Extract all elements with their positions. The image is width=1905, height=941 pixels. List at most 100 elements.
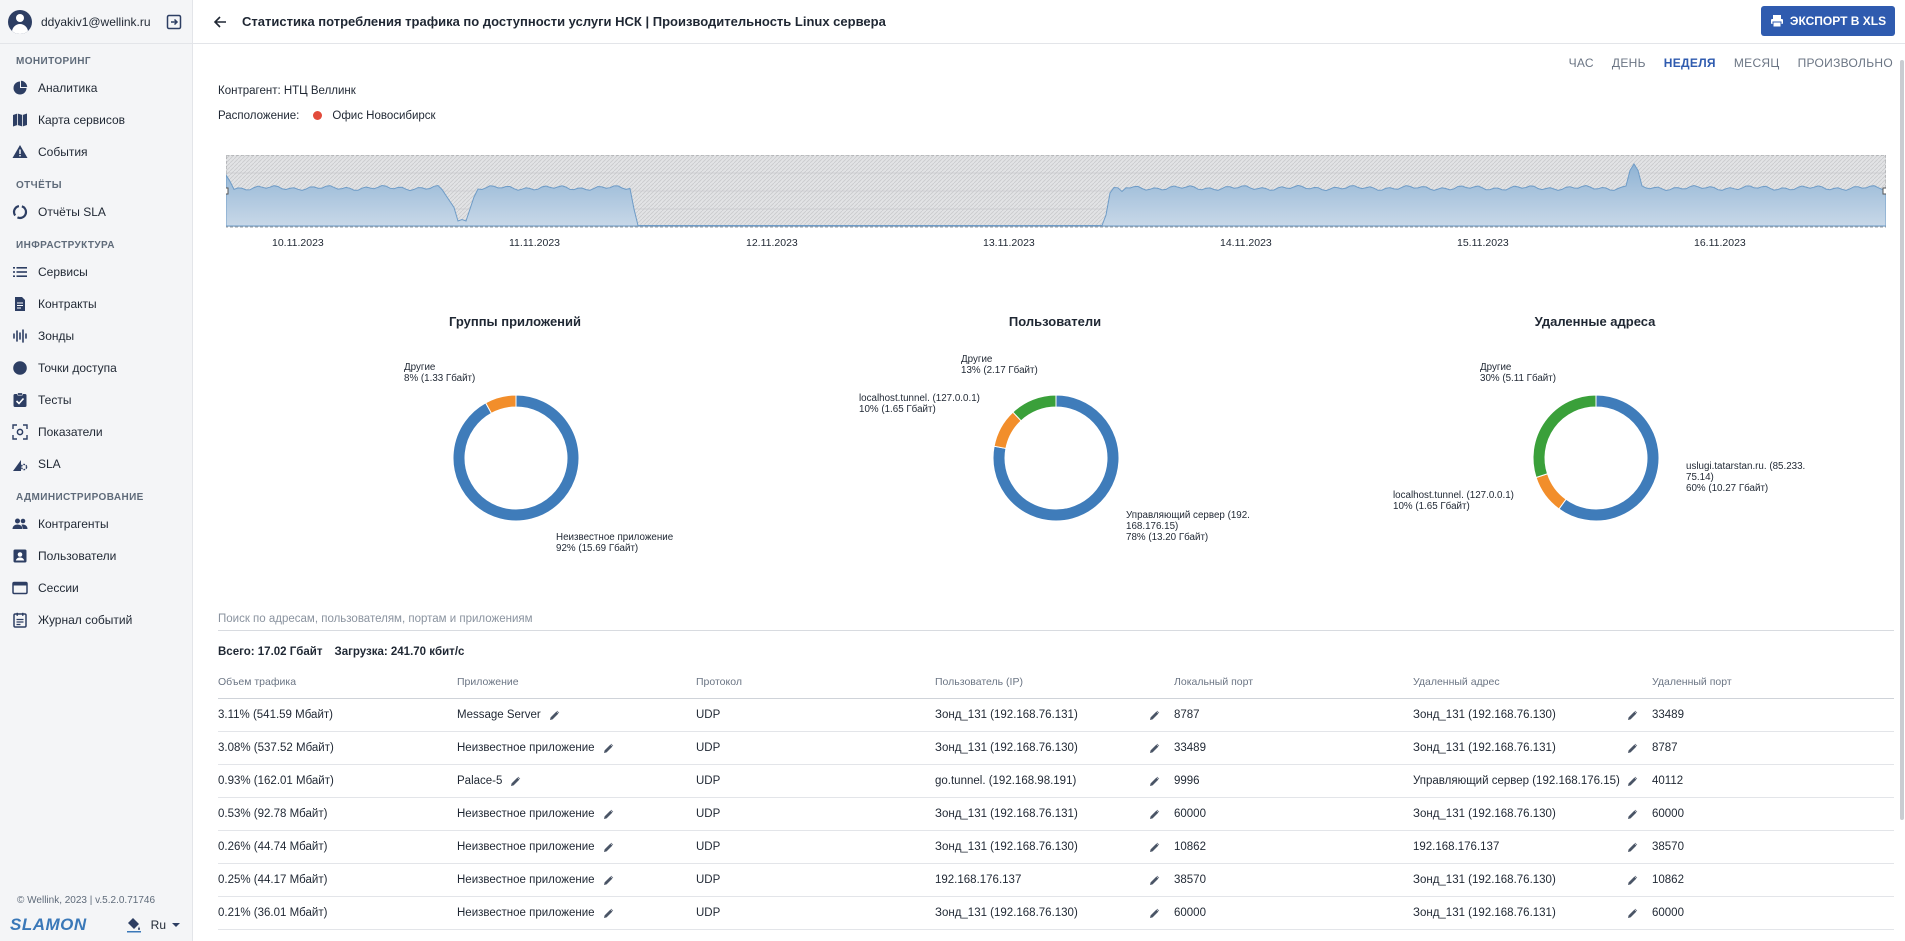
apps-donut-chart[interactable]: Неизвестное приложение 92% (15.69 Гбайт) …	[306, 348, 726, 568]
sidebar-item-people[interactable]: Контрагенты	[0, 508, 192, 540]
counterparty-info: Контрагент: НТЦ Веллинк	[218, 85, 356, 97]
edit-pencil-icon[interactable]	[1149, 709, 1161, 721]
traffic-timeline[interactable]	[226, 155, 1886, 229]
table-cell: UDP	[696, 907, 935, 919]
edit-pencil-icon[interactable]	[1627, 874, 1639, 886]
table-row[interactable]: 3.08% (537.52 Мбайт) Неизвестное приложен…	[218, 732, 1894, 765]
timeline-date-label: 16.11.2023	[1694, 237, 1746, 249]
table-header: Объем трафика Приложение Протокол Пользоват…	[218, 666, 1894, 699]
search-input[interactable]	[218, 608, 1894, 631]
user-card-icon	[13, 549, 27, 563]
sidebar-item-label: Журнал событий	[38, 613, 133, 627]
cell-text: Зонд_131 (192.168.76.130)	[1413, 709, 1556, 721]
edit-pencil-icon[interactable]	[1149, 841, 1161, 853]
remote-donut-chart[interactable]: uslugi.tatarstan.ru. (85.233. 75.14) 60% (…	[1386, 348, 1806, 568]
paint-bucket-icon[interactable]	[125, 915, 143, 936]
edit-pencil-icon[interactable]	[603, 808, 615, 820]
sidebar-item-sla-gear[interactable]: SLA	[0, 448, 192, 480]
column-header[interactable]: Протокол	[696, 676, 742, 688]
back-arrow-icon[interactable]	[210, 12, 230, 32]
logout-icon[interactable]	[164, 12, 184, 32]
sidebar-item-map[interactable]: Карта сервисов	[0, 104, 192, 136]
edit-pencil-icon[interactable]	[1149, 775, 1161, 787]
column-header[interactable]: Объем трафика	[218, 676, 297, 688]
cell-text: 33489	[1652, 709, 1684, 721]
cell-text: Неизвестное приложение	[457, 808, 595, 820]
remote-label-other: Другие 30% (5.11 Гбайт)	[1480, 362, 1557, 384]
edit-pencil-icon[interactable]	[1149, 907, 1161, 919]
edit-pencil-icon[interactable]	[1627, 709, 1639, 721]
edit-pencil-icon[interactable]	[1627, 841, 1639, 853]
donut-slice[interactable]	[452, 394, 580, 522]
table-row[interactable]: 0.93% (162.01 Мбайт) Palace-5 UDP go.tunnel…	[218, 765, 1894, 798]
cell-text: 192.168.176.137	[1413, 841, 1500, 853]
donut-slice[interactable]	[1532, 394, 1597, 479]
sidebar-item-window[interactable]: Сессии	[0, 572, 192, 604]
period-tab[interactable]: НЕДЕЛЯ	[1663, 56, 1716, 70]
period-tab[interactable]: МЕСЯЦ	[1733, 56, 1780, 70]
header: Статистика потребления трафика по доступ…	[193, 0, 1905, 44]
avatar[interactable]	[8, 9, 32, 34]
donut-slice[interactable]	[993, 411, 1022, 450]
cell-text: Зонд_131 (192.168.76.130)	[935, 841, 1078, 853]
sidebar: ddyakiv1@wellink.ru МОНИТОРИНГ Аналитика К…	[0, 0, 193, 941]
donut-slice[interactable]	[484, 394, 517, 414]
slamon-logo: SLAMON	[10, 915, 87, 934]
edit-pencil-icon[interactable]	[603, 841, 615, 853]
edit-pencil-icon[interactable]	[603, 907, 615, 919]
edit-pencil-icon[interactable]	[549, 709, 561, 721]
edit-pencil-icon[interactable]	[1627, 775, 1639, 787]
edit-pencil-icon[interactable]	[1149, 742, 1161, 754]
table-cell: 10862	[1174, 841, 1413, 853]
table-row[interactable]: 0.21% (36.01 Мбайт) Неизвестное приложени…	[218, 897, 1894, 930]
load-rate: Загрузка: 241.70 кбит/с	[334, 646, 465, 658]
sidebar-item-journal[interactable]: Журнал событий	[0, 604, 192, 636]
donut-slice[interactable]	[992, 394, 1120, 522]
column-header[interactable]: Удаленный адрес	[1413, 676, 1500, 688]
table-row[interactable]: 0.53% (92.78 Мбайт) Неизвестное приложени…	[218, 798, 1894, 831]
column-header[interactable]: Удаленный порт	[1652, 676, 1732, 688]
period-tab[interactable]: ЧАС	[1568, 56, 1594, 70]
edit-pencil-icon[interactable]	[510, 775, 522, 787]
donut-slice[interactable]	[1535, 473, 1567, 510]
edit-pencil-icon[interactable]	[603, 742, 615, 754]
sidebar-item-report-circle[interactable]: Отчёты SLA	[0, 196, 192, 228]
cell-text: Message Server	[457, 709, 541, 721]
export-xls-button[interactable]: ЭКСПОРТ В XLS	[1761, 6, 1895, 36]
sidebar-item-label: Сессии	[38, 581, 79, 595]
timeline-left-handle[interactable]	[226, 187, 229, 195]
timeline-right-handle[interactable]	[1882, 187, 1886, 195]
column-header[interactable]: Приложение	[457, 676, 519, 688]
cell-text: Управляющий сервер (192.168.176.15)	[1413, 775, 1620, 787]
language-select[interactable]: Ru	[151, 918, 182, 932]
sidebar-item-waveform[interactable]: Зонды	[0, 320, 192, 352]
donut-slice[interactable]	[1012, 394, 1057, 422]
sidebar-item-warning[interactable]: События	[0, 136, 192, 168]
page-scrollbar[interactable]	[1900, 60, 1904, 820]
edit-pencil-icon[interactable]	[1627, 742, 1639, 754]
period-tab[interactable]: ДЕНЬ	[1611, 56, 1646, 70]
table-row[interactable]: 0.26% (44.74 Мбайт) Неизвестное приложени…	[218, 831, 1894, 864]
table-row[interactable]: 3.11% (541.59 Мбайт) Message Server UDP Зон…	[218, 699, 1894, 732]
sidebar-item-document[interactable]: Контракты	[0, 288, 192, 320]
cell-text: 3.11% (541.59 Мбайт)	[218, 709, 333, 721]
column-header[interactable]: Локальный порт	[1174, 676, 1254, 688]
sidebar-item-metrics[interactable]: Показатели	[0, 416, 192, 448]
period-tab[interactable]: ПРОИЗВОЛЬНО	[1797, 56, 1893, 70]
sidebar-item-checklist[interactable]: Тесты	[0, 384, 192, 416]
total-traffic: Всего: 17.02 Гбайт	[218, 646, 323, 658]
sidebar-item-user-card[interactable]: Пользователи	[0, 540, 192, 572]
column-header[interactable]: Пользователь (IP)	[935, 676, 1023, 688]
table-row[interactable]: 0.25% (44.17 Мбайт) Неизвестное приложени…	[218, 864, 1894, 897]
edit-pencil-icon[interactable]	[603, 874, 615, 886]
users-donut-chart[interactable]: Управляющий сервер (192. 168.176.15) 78% (…	[846, 348, 1266, 568]
sidebar-item-list[interactable]: Сервисы	[0, 256, 192, 288]
donut-slice[interactable]	[1558, 394, 1660, 522]
edit-pencil-icon[interactable]	[1627, 808, 1639, 820]
users-label-server: Управляющий сервер (192. 168.176.15) 78% (…	[1126, 510, 1250, 543]
sidebar-item-circle[interactable]: Точки доступа	[0, 352, 192, 384]
edit-pencil-icon[interactable]	[1627, 907, 1639, 919]
sidebar-item-pie-chart[interactable]: Аналитика	[0, 72, 192, 104]
edit-pencil-icon[interactable]	[1149, 808, 1161, 820]
edit-pencil-icon[interactable]	[1149, 874, 1161, 886]
